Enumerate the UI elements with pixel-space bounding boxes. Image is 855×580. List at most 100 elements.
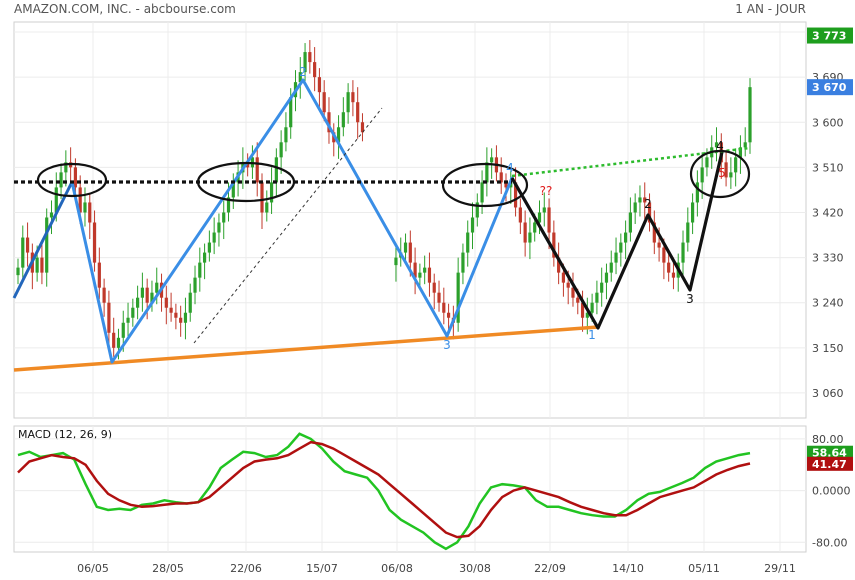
candle-body [164, 297, 168, 308]
candle-body [542, 207, 546, 213]
candle-body [595, 292, 599, 303]
candle-body [700, 167, 704, 183]
date-tick-label: 22/09 [534, 562, 566, 575]
candle-body [222, 212, 226, 223]
candle-body [136, 297, 140, 308]
trend-segment [12, 181, 74, 299]
candle-body [188, 292, 192, 313]
macd-line [17, 432, 751, 551]
candle-body [686, 222, 690, 243]
candle-body [432, 282, 436, 293]
date-tick-label: 30/08 [459, 562, 491, 575]
candle-body [303, 52, 307, 73]
candlesticks [16, 40, 752, 360]
candle-body [437, 292, 441, 303]
candle-body [97, 262, 101, 288]
candle-body [92, 222, 97, 263]
candle-body [738, 147, 743, 158]
candle-body [183, 312, 188, 323]
candle-body [265, 202, 269, 213]
macd-panel: MACD (12, 26, 9) 80.00 0.0000 -80.00 58.6441… [14, 428, 853, 551]
price-tick-label: 3 150 [812, 342, 844, 355]
price-tick-label: 3 060 [812, 387, 844, 400]
candle-body [193, 277, 197, 293]
wave-label: 4 [716, 139, 724, 153]
macd-badge [807, 456, 853, 471]
candle-body [571, 287, 575, 298]
macd-badge-label: 58.64 [812, 447, 847, 460]
candle-body [289, 97, 293, 128]
candle-body [427, 267, 432, 283]
candle-body [690, 202, 695, 223]
candle-body [418, 272, 422, 278]
date-tick-label: 06/08 [381, 562, 413, 575]
candle-body [126, 317, 130, 323]
candle-body [566, 282, 570, 288]
candle-body [140, 287, 144, 298]
candle-body [413, 262, 417, 278]
candle-body [490, 157, 494, 163]
candle-body [327, 112, 331, 133]
candle-body [246, 162, 250, 168]
candle-body [336, 127, 341, 143]
candle-body [662, 247, 666, 263]
candle-body [202, 252, 207, 263]
candle-body [274, 157, 278, 183]
candle-body [16, 267, 20, 276]
candle-body [131, 307, 135, 318]
candle-body [600, 282, 604, 293]
highlight-ellipse [441, 162, 529, 208]
chart-title: AMAZON.COM, INC. - abcbourse.com [14, 2, 236, 16]
candle-body [624, 232, 628, 243]
candle-body [112, 332, 116, 348]
trend-drawings: 2 3 4?? 2 3 1 4 5 [12, 65, 751, 372]
candle-body [54, 187, 58, 213]
candle-body [351, 92, 355, 103]
highlight-ellipse [689, 149, 751, 199]
candle-body [45, 217, 49, 273]
candle-body [423, 267, 427, 273]
candle-body [317, 77, 322, 93]
period-label[interactable]: 1 AN - JOUR [735, 2, 806, 16]
highlight-ellipse [36, 162, 108, 198]
date-tick-label: 22/06 [230, 562, 262, 575]
candle-body [714, 142, 719, 148]
candle-body [394, 257, 398, 266]
candle-body [73, 167, 78, 188]
candle-body [59, 172, 63, 188]
candle-body [499, 172, 503, 183]
candle-body [64, 162, 68, 173]
candle-body [724, 162, 728, 178]
candle-body [734, 157, 738, 173]
wave-label: ?? [540, 184, 553, 198]
candle-body [652, 222, 656, 243]
macd-badge [807, 445, 853, 460]
price-tick-label: 3 420 [812, 206, 844, 219]
candle-body [442, 302, 446, 313]
candle-body [580, 302, 585, 318]
wave-label: 5 [718, 166, 726, 180]
candle-body [83, 202, 87, 213]
candle-body [509, 182, 513, 188]
candle-body [88, 202, 92, 223]
wave-label: 3 [443, 338, 451, 352]
candle-body [155, 282, 159, 293]
candle-body [576, 297, 580, 303]
candle-body [341, 112, 345, 128]
candle-body [198, 262, 202, 278]
candle-body [169, 307, 173, 313]
date-tick-label: 28/05 [152, 562, 184, 575]
candle-body [485, 162, 489, 183]
candle-body [466, 232, 470, 253]
candle-body [179, 317, 183, 323]
candle-body [523, 222, 527, 243]
candle-body [260, 182, 264, 213]
price-tick-label: 3 600 [812, 116, 844, 129]
wave-label: 1 [588, 328, 596, 342]
candle-body [40, 257, 44, 273]
candle-body [533, 222, 537, 233]
macd-tick-label: 0.0000 [812, 485, 851, 498]
date-axis: 06/05 28/05 22/06 15/07 06/08 30/08 22/09 14/10… [77, 562, 796, 575]
candle-body [308, 52, 312, 63]
